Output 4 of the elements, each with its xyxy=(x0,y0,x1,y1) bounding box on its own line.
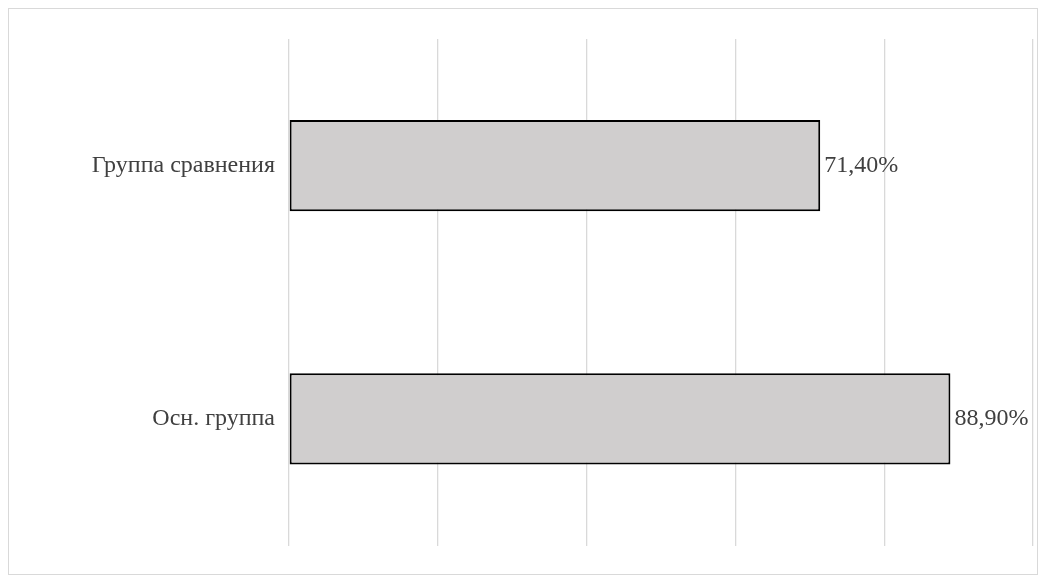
y-tick-label: Осн. группа xyxy=(152,404,276,431)
data-label: 88,90% xyxy=(954,404,1029,431)
data-label: 71,40% xyxy=(824,150,899,177)
y-tick-label: Группа сравнения xyxy=(91,150,275,177)
